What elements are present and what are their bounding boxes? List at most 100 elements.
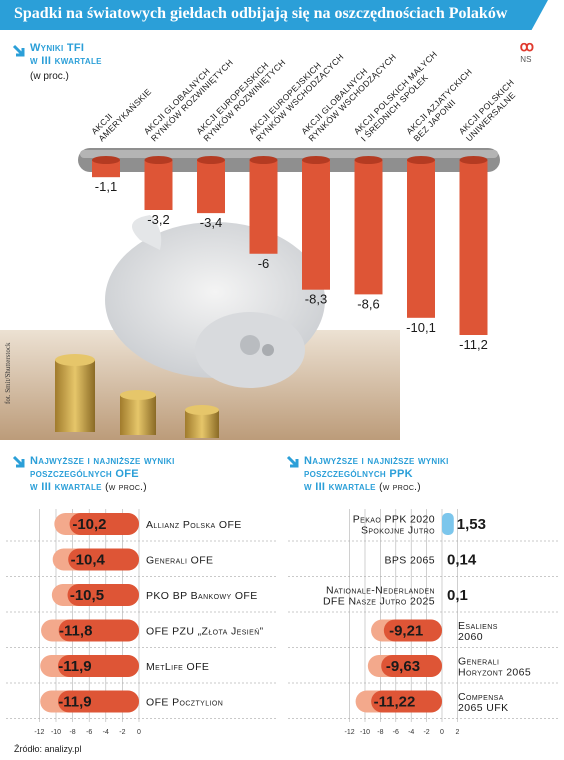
tick-label: 0 bbox=[137, 729, 141, 736]
tick-label: -12 bbox=[345, 729, 355, 736]
ppk-unit: (w proc.) bbox=[379, 482, 421, 493]
tfi-bar-top bbox=[249, 156, 278, 164]
logo-text: NS bbox=[520, 55, 532, 64]
tfi-section-title: Wyniki TFI w III kwartale bbox=[30, 42, 102, 68]
category-label: OFE PZU „Złota Jesień” bbox=[146, 626, 264, 638]
tick-label: 2 bbox=[455, 729, 459, 736]
category-label: Esaliens bbox=[458, 620, 498, 632]
bar bbox=[58, 655, 139, 677]
bar bbox=[68, 548, 139, 571]
ofe-section-title: Najwyższe i najniższe wyniki poszczególn… bbox=[30, 455, 175, 494]
bar bbox=[371, 690, 442, 713]
category-label: PKO BP Bankowy OFE bbox=[146, 590, 258, 602]
bar bbox=[381, 655, 442, 677]
value-label: 0,14 bbox=[447, 552, 477, 569]
tick-label: -4 bbox=[408, 729, 414, 736]
ppk-section-title: Najwyższe i najniższe wyniki poszczególn… bbox=[304, 455, 449, 494]
bar bbox=[67, 584, 139, 606]
bar bbox=[58, 619, 139, 642]
tfi-title-line1: Wyniki TFI bbox=[30, 42, 85, 54]
tfi-value-label: -3,4 bbox=[200, 215, 222, 230]
ppk-title-line3: w III kwartale bbox=[304, 481, 376, 493]
ppk-bar-chart: -12 -10 -8 -6 -4 -2 0 2 1,53 Pekao PPK 2020Spokoj… bbox=[288, 509, 558, 736]
publisher-logo: ꝏ NS bbox=[519, 38, 534, 64]
logo-mark: ꝏ bbox=[519, 38, 534, 54]
value-label: 1,53 bbox=[457, 516, 486, 533]
bar bbox=[69, 513, 139, 535]
bar bbox=[383, 619, 442, 642]
tfi-bar bbox=[459, 160, 488, 335]
ofe-title-line3: w III kwartale bbox=[30, 481, 102, 493]
tfi-bar bbox=[354, 160, 383, 295]
tfi-value-label: -1,1 bbox=[95, 179, 117, 194]
ofe-unit: (w proc.) bbox=[105, 482, 147, 493]
bar bbox=[58, 690, 139, 713]
tfi-value-label: -8,3 bbox=[305, 292, 327, 307]
ppk-title-line1: Najwyższe i najniższe wyniki bbox=[304, 455, 449, 467]
category-label: BPS 2065 bbox=[385, 555, 436, 567]
tick-label: -10 bbox=[360, 729, 370, 736]
ppk-title-line2: poszczególnych PPK bbox=[304, 468, 413, 480]
ofe-bar-chart: -12 -10 -8 -6 -4 -2 0 -10,2 Allianz Polska OFE -1… bbox=[6, 509, 276, 736]
tfi-title-line2: w III kwartale bbox=[30, 55, 102, 67]
ofe-title-line2: poszczególnych OFE bbox=[30, 468, 139, 480]
category-label: Spokojne Jutro bbox=[361, 525, 435, 537]
tfi-bar bbox=[249, 160, 278, 254]
tfi-bar bbox=[407, 160, 435, 318]
tfi-bar bbox=[197, 160, 225, 214]
tfi-bar-top bbox=[197, 156, 225, 164]
source-note: Źródło: analizy.pl bbox=[14, 744, 82, 754]
arrow-down-right-icon bbox=[12, 44, 25, 57]
value-label: -11,9 bbox=[58, 658, 91, 675]
tick-label: -10 bbox=[51, 729, 61, 736]
value-label: -10,5 bbox=[70, 587, 104, 604]
tick-label: -2 bbox=[119, 729, 125, 736]
category-label: Generali OFE bbox=[146, 555, 213, 567]
category-label: Compensa bbox=[458, 691, 504, 703]
tfi-bar-top bbox=[302, 156, 330, 164]
category-label: DFE Nasze Jutro 2025 bbox=[323, 596, 435, 608]
value-label: -9,21 bbox=[389, 623, 423, 640]
tfi-bar-top bbox=[407, 156, 435, 164]
tfi-value-label: -3,2 bbox=[147, 212, 169, 227]
category-label: Pekao PPK 2020 bbox=[353, 514, 435, 526]
tfi-bar-top bbox=[92, 156, 120, 164]
category-label: 2065 UFK bbox=[458, 702, 508, 714]
tfi-bar-top bbox=[459, 156, 488, 164]
tick-label: -6 bbox=[86, 729, 92, 736]
tick-label: -12 bbox=[34, 729, 44, 736]
tick-label: -6 bbox=[393, 729, 399, 736]
arrow-down-right-icon bbox=[12, 455, 25, 468]
page-title: Spadki na światowych giełdach odbijają s… bbox=[14, 5, 508, 22]
category-label: Horyzont 2065 bbox=[458, 667, 531, 679]
category-label: Nationale-Nederlanden bbox=[326, 585, 435, 597]
value-label: -9,63 bbox=[386, 658, 420, 675]
tick-label: 0 bbox=[440, 729, 444, 736]
category-label: Generali bbox=[458, 656, 499, 668]
piggy-bank-photo bbox=[0, 215, 400, 440]
tick-label: -4 bbox=[103, 729, 109, 736]
value-label: -11,9 bbox=[58, 694, 91, 711]
category-label: 2060 bbox=[458, 631, 483, 643]
tfi-value-label: -11,2 bbox=[459, 337, 488, 352]
tick-label: -8 bbox=[69, 729, 75, 736]
category-label: OFE Pocztylion bbox=[146, 697, 223, 709]
axis-cylinder-highlight bbox=[80, 150, 498, 158]
tfi-bar bbox=[302, 160, 330, 290]
bar bbox=[442, 513, 454, 535]
tfi-value-label: -10,1 bbox=[406, 320, 436, 335]
category-label: MetLife OFE bbox=[146, 661, 209, 673]
value-label: -10,2 bbox=[72, 516, 106, 533]
tfi-bar-top bbox=[354, 156, 383, 164]
tfi-value-label: -6 bbox=[258, 256, 270, 271]
tfi-unit: (w proc.) bbox=[30, 71, 69, 82]
ofe-title-line1: Najwyższe i najniższe wyniki bbox=[30, 455, 175, 467]
tfi-bar bbox=[92, 160, 120, 178]
tfi-bar-top bbox=[144, 156, 173, 164]
value-label: 0,1 bbox=[447, 587, 468, 604]
